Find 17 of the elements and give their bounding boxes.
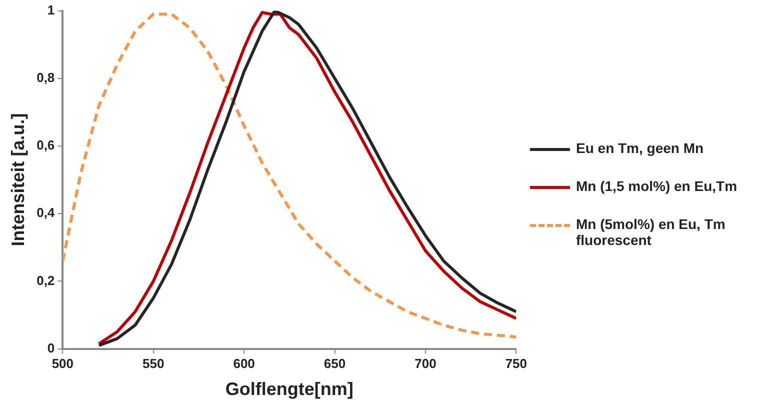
legend-label: Mn (5mol%) en Eu, Tm fluorescent bbox=[576, 216, 726, 248]
legend-label: Mn (1,5 mol%) en Eu,Tm bbox=[576, 178, 738, 194]
x-tick-label: 700 bbox=[414, 356, 436, 372]
x-tick-label: 500 bbox=[52, 356, 74, 372]
x-axis-title: Golflengte[nm] bbox=[225, 379, 354, 400]
y-tick-label: 0 bbox=[47, 340, 55, 356]
x-tick-label: 550 bbox=[142, 356, 164, 372]
y-tick-label: 1 bbox=[47, 2, 55, 18]
y-axis-title: Intensiteit [a.u.] bbox=[8, 113, 28, 246]
y-tick-label: 0,2 bbox=[36, 272, 55, 288]
legend-label: Eu en Tm, geen Mn bbox=[576, 140, 704, 156]
y-tick-label: 0,4 bbox=[36, 205, 56, 220]
y-tick-label: 0,6 bbox=[36, 138, 55, 153]
x-tick-label: 750 bbox=[505, 356, 528, 372]
x-tick-label: 600 bbox=[233, 356, 255, 372]
y-tick-label: 0,8 bbox=[36, 70, 55, 85]
x-tick-label: 650 bbox=[324, 356, 346, 372]
